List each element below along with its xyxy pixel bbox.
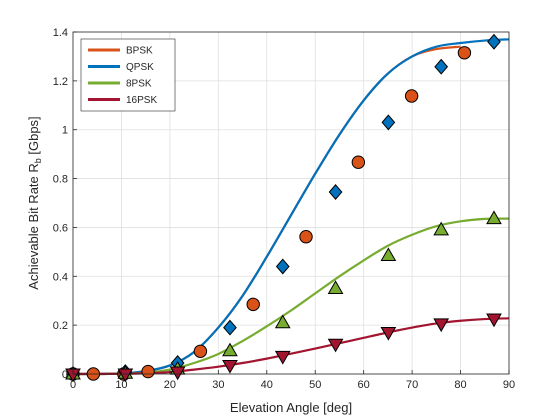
y-tick-label: 0.4	[53, 271, 68, 283]
data-point-bpsk	[351, 155, 366, 169]
data-point-8psk	[433, 221, 450, 236]
x-tick-label: 80	[454, 379, 466, 391]
data-point-bpsk	[404, 89, 419, 103]
data-point-qpsk	[223, 319, 237, 336]
y-tick-label: 0.6	[53, 222, 68, 234]
y-tick-label: 0.8	[53, 174, 68, 186]
legend-label-16psk: 16PSK	[126, 95, 157, 106]
x-tick-label: 50	[309, 379, 321, 391]
y-tick-label: 0	[62, 369, 68, 381]
data-point-16psk	[222, 359, 238, 374]
data-point-16psk	[433, 318, 450, 333]
y-tick-label: 1.2	[53, 76, 68, 88]
y-tick-label: 1	[62, 125, 68, 137]
data-point-16psk	[274, 350, 291, 365]
x-tick-label: 30	[212, 379, 224, 391]
plot-frame	[72, 31, 510, 375]
data-point-qpsk	[381, 114, 396, 131]
x-axis-label: Elevation Angle [deg]	[230, 400, 352, 415]
data-point-8psk	[486, 210, 502, 225]
legend-label-8psk: 8PSK	[126, 79, 152, 90]
x-tick-label: 20	[164, 379, 176, 391]
data-point-qpsk	[275, 258, 290, 275]
series-line-8psk	[72, 217, 510, 376]
y-axis-label-unit: [Gbps]	[26, 116, 41, 158]
data-point-bpsk	[457, 46, 472, 60]
data-point-qpsk	[434, 58, 449, 75]
data-point-qpsk	[328, 184, 343, 200]
legend: BPSK QPSK 8PSK 16PSK	[80, 38, 176, 112]
data-point-8psk	[274, 314, 291, 329]
data-point-bpsk	[299, 230, 313, 244]
data-point-8psk	[327, 280, 344, 294]
y-tick-label: 0.2	[53, 320, 68, 332]
data-point-bpsk	[141, 364, 155, 379]
data-point-16psk	[380, 326, 397, 341]
data-point-16psk	[327, 338, 344, 353]
y-tick-label: 1.4	[53, 27, 68, 39]
legend-label-bpsk: BPSK	[126, 46, 153, 57]
y-axis-label-subscript: b	[33, 158, 43, 163]
data-point-bpsk	[193, 344, 208, 358]
data-point-8psk	[380, 247, 397, 262]
x-tick-label: 70	[406, 379, 418, 391]
legend-label-qpsk: QPSK	[126, 62, 154, 73]
y-axis-label-main: Achievable Bit Rate R	[26, 163, 41, 289]
x-tick-label: 10	[115, 379, 127, 391]
x-tick-label: 0	[70, 379, 76, 391]
y-axis-label: Achievable Bit Rate Rb [Gbps]	[26, 116, 43, 289]
ticks: 0 10 20 30 40 50 60 70 80 90 0 0.2 0.4 0.6 0.8 1 1.2 1.4	[53, 27, 515, 391]
x-tick-label: 90	[503, 379, 515, 391]
data-point-8psk	[222, 342, 238, 357]
markers-layer	[65, 33, 502, 383]
x-tick-label: 60	[358, 379, 370, 391]
data-point-16psk	[169, 366, 186, 381]
data-point-16psk	[486, 313, 502, 328]
data-point-bpsk	[246, 297, 260, 312]
x-tick-label: 40	[261, 379, 273, 391]
data-point-qpsk	[487, 33, 501, 50]
